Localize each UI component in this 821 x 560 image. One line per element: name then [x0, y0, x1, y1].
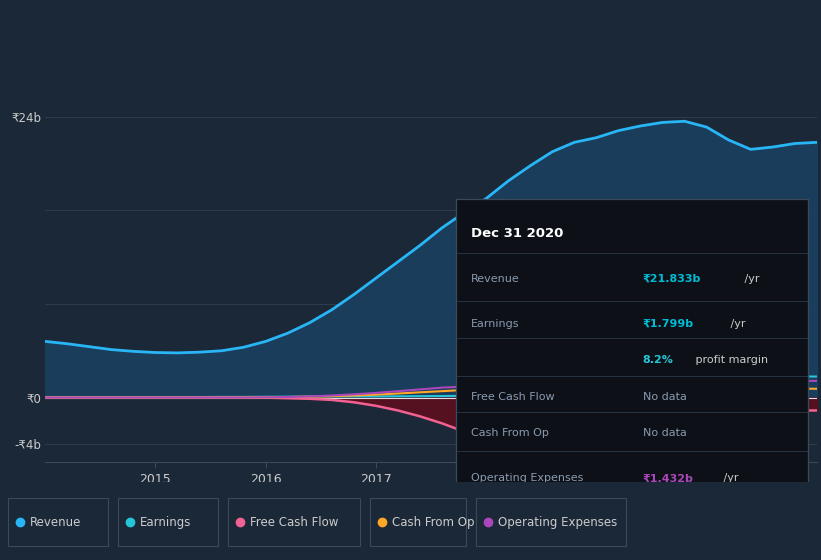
Text: Cash From Op: Cash From Op [392, 516, 475, 529]
Text: Earnings: Earnings [140, 516, 191, 529]
Text: /yr: /yr [720, 473, 739, 483]
Bar [476, 498, 626, 546]
Text: Revenue: Revenue [470, 274, 519, 284]
Bar [370, 498, 466, 546]
Bar [8, 498, 108, 546]
Text: Cash From Op: Cash From Op [470, 428, 548, 438]
Text: No data: No data [643, 391, 686, 402]
Text: Earnings: Earnings [470, 319, 519, 329]
Text: 8.2%: 8.2% [643, 355, 673, 365]
Text: Operating Expenses: Operating Expenses [470, 473, 583, 483]
Text: ₹1.799b: ₹1.799b [643, 319, 694, 329]
Text: Revenue: Revenue [30, 516, 81, 529]
Text: No data: No data [643, 428, 686, 438]
Text: Dec 31 2020: Dec 31 2020 [470, 227, 563, 240]
Bar [228, 498, 360, 546]
Text: Free Cash Flow: Free Cash Flow [250, 516, 338, 529]
Text: /yr: /yr [741, 274, 759, 284]
Text: ₹21.833b: ₹21.833b [643, 274, 701, 284]
Text: profit margin: profit margin [692, 355, 768, 365]
Text: /yr: /yr [727, 319, 745, 329]
Bar [118, 498, 218, 546]
Text: Operating Expenses: Operating Expenses [498, 516, 617, 529]
Text: ₹1.432b: ₹1.432b [643, 473, 694, 483]
Text: Free Cash Flow: Free Cash Flow [470, 391, 554, 402]
